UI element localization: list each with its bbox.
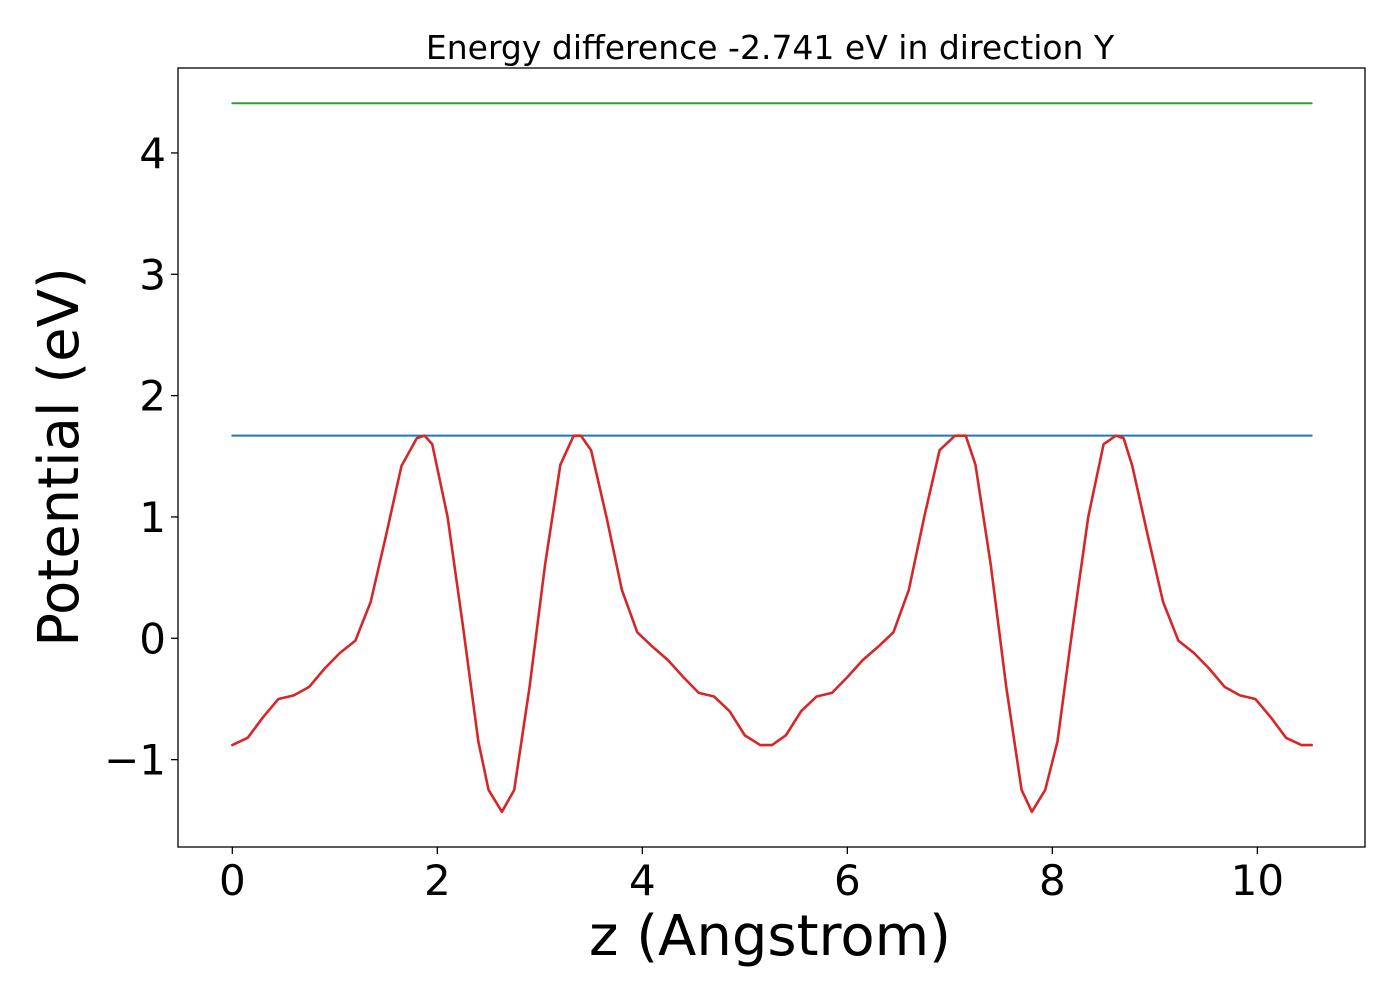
x-tick-label: 8 <box>1039 856 1066 905</box>
x-tick-label: 6 <box>834 856 861 905</box>
y-axis-ticks: −1 0 1 2 3 4 <box>104 129 178 785</box>
y-tick-label: 4 <box>139 129 166 178</box>
y-tick-label: 1 <box>139 493 166 542</box>
series-line-2 <box>231 434 1313 814</box>
x-axis-ticks: 0 2 4 6 8 10 <box>219 847 1284 905</box>
x-tick-label: 2 <box>424 856 451 905</box>
y-tick-label: 2 <box>139 372 166 421</box>
chart-title: Energy difference -2.741 eV in direction… <box>426 28 1115 67</box>
y-tick-label: −1 <box>104 736 166 785</box>
x-tick-label: 0 <box>219 856 246 905</box>
y-tick-label: 0 <box>139 614 166 663</box>
x-tick-label: 4 <box>629 856 656 905</box>
series-layer <box>231 102 1313 814</box>
y-axis-title: Potential (eV) <box>27 267 92 647</box>
x-tick-label: 10 <box>1231 856 1284 905</box>
plot-frame <box>177 67 1366 848</box>
x-axis-title: z (Angstrom) <box>589 904 951 969</box>
y-tick-label: 3 <box>139 250 166 299</box>
